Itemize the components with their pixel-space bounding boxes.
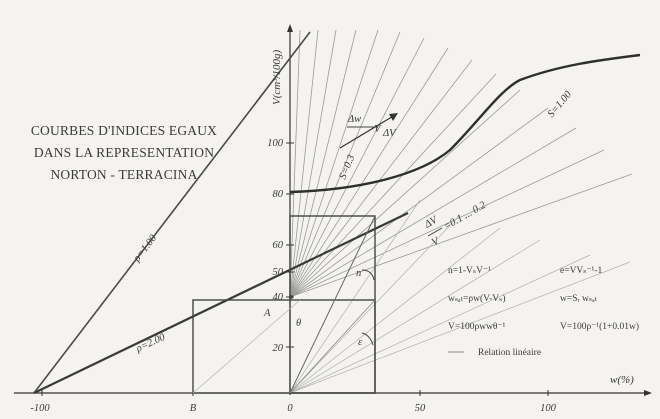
saturation-fan	[289, 199, 631, 394]
y-tick-20: 20	[273, 343, 284, 354]
x-tick-b: B	[190, 403, 197, 414]
delta-v-arrow-line	[339, 114, 396, 149]
x-tick-50: 50	[415, 403, 426, 414]
y-tick-60: 60	[273, 240, 284, 251]
fan-line	[289, 29, 379, 298]
fan-line	[289, 29, 319, 298]
iso-index-fan	[289, 29, 633, 298]
epsilon-label: ε	[358, 337, 363, 348]
n-angle-arc	[361, 269, 375, 281]
y-tick-100: 100	[267, 138, 284, 149]
origin-diagonal	[289, 215, 376, 394]
y-axis-arrow	[287, 24, 293, 32]
x-tick-minus100: -100	[30, 403, 50, 414]
x-axis-arrow	[644, 390, 652, 396]
formula-porosity: n=1-VₛV⁻¹	[448, 266, 491, 276]
rho-1-line	[33, 31, 311, 394]
origin-fan-line	[289, 199, 421, 394]
rect-large	[289, 215, 376, 394]
y-tick-80: 80	[273, 189, 284, 200]
theta-label: θ	[296, 318, 301, 329]
n-label: n	[356, 268, 361, 279]
s-1-label: S=1.00	[546, 89, 575, 120]
title-line-1: COURBES D'INDICES EGAUX	[31, 123, 217, 138]
formula-v2: V=100ρ⁻¹(1+0.01w)	[560, 321, 639, 332]
title-line-3: NORTON - TERRACINA	[50, 167, 197, 182]
origin-fan-line	[289, 227, 501, 394]
point-a-label: A	[263, 308, 271, 319]
delta-w-label: Δw	[347, 114, 361, 125]
dv-numerator: ΔV	[422, 214, 441, 231]
point-a-marker	[289, 295, 293, 299]
x-tick-100: 100	[540, 403, 557, 414]
dv-fraction-bar	[427, 227, 443, 237]
dv-denominator: V	[430, 235, 442, 249]
origin-fan-line	[289, 261, 631, 394]
fan-line	[289, 89, 521, 298]
fan-line	[289, 47, 449, 298]
fan-line	[289, 173, 633, 298]
b-diagonal	[192, 299, 301, 394]
fan-line	[289, 127, 577, 298]
fan-line	[289, 107, 549, 298]
y-axis-label: V(cm³/100g)	[271, 49, 283, 105]
rho-2-label: ρ=2.00	[134, 332, 168, 356]
fan-line	[289, 29, 357, 298]
formula-void-ratio: e=VVₛ⁻¹-1	[560, 266, 603, 276]
rho-1-label: ρ=1.00	[131, 232, 160, 264]
fan-line	[289, 29, 337, 298]
fan-line	[289, 73, 497, 298]
fan-line	[289, 31, 401, 298]
dv-values: =0.1 ... 0.2	[442, 199, 488, 232]
x-axis-label: w(%)	[610, 374, 634, 386]
rho-2-line	[33, 212, 409, 394]
y-tick-50: 50	[273, 267, 284, 278]
formula-v1: V=100ρwwθ⁻¹	[448, 322, 505, 332]
s-1-curve	[289, 53, 641, 194]
fan-line	[289, 149, 605, 298]
legend-linear-relation: Relation linéaire	[478, 348, 541, 358]
fan-line	[289, 37, 425, 298]
y-tick-40: 40	[273, 292, 284, 303]
fan-line	[289, 59, 473, 298]
origin-fan-line	[289, 254, 591, 394]
delta-v-arrow-head	[389, 113, 398, 121]
title-line-2: DANS LA REPRESENTATION	[34, 145, 214, 160]
epsilon-angle-arc	[361, 332, 374, 346]
formula-wsat: wₛₐₜ=ρw(V-Vₛ)	[448, 293, 506, 304]
fan-line	[289, 29, 301, 298]
formula-w: w=Sᵣ wₛₐₜ	[560, 294, 598, 304]
v-dv-sub: ΔV	[382, 128, 397, 139]
origin-fan-line	[289, 239, 541, 394]
s-03-label: S=0.3	[338, 153, 358, 181]
origin-diagonal-2	[289, 299, 376, 394]
x-tick-0: 0	[287, 403, 293, 414]
v-dv-label: V	[374, 124, 382, 135]
